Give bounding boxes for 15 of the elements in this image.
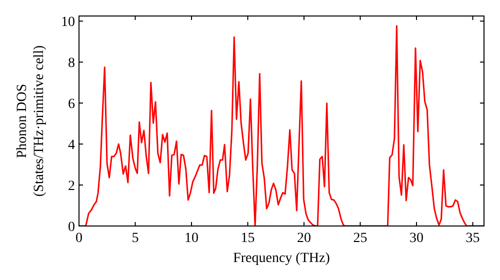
x-tick-label: 30 [410,231,424,246]
y-tick-label: 10 [61,15,75,30]
y-tick-label: 4 [68,138,75,154]
x-tick-label: 5 [132,231,139,246]
y-tick-label: 2 [68,179,75,194]
x-tick-label: 20 [297,231,311,246]
x-tick-label: 10 [184,231,198,246]
x-axis-title: Frequency (THz) [233,251,330,266]
y-axis-title: Phonon DOS (States/THz·primitive cell) [15,45,47,197]
y-tick-label: 0 [68,220,75,235]
x-tick-label: 35 [466,231,480,246]
x-tick-label: 15 [240,231,255,246]
y-tick-label: 8 [68,56,75,72]
y-tick-label: 6 [68,97,75,112]
x-tick-label: 25 [353,231,368,246]
